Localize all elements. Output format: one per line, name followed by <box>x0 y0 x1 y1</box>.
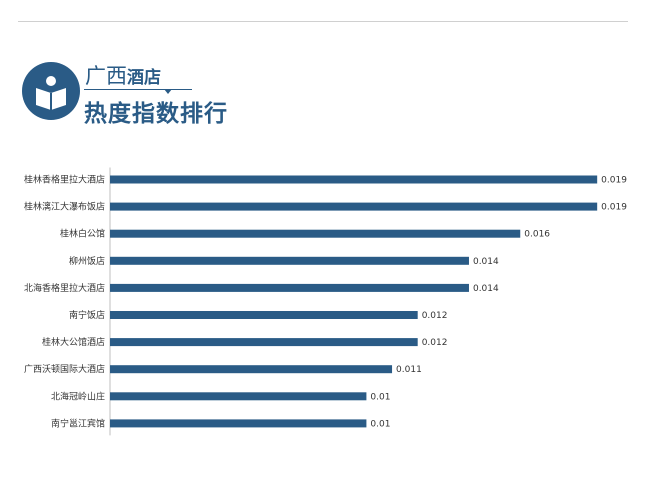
category-label: 北海香格里拉大酒店 <box>24 282 105 294</box>
category-label: 南宁邕江宾馆 <box>51 417 105 429</box>
page-title: 热度指数排行 <box>84 101 228 127</box>
category-label: 北海冠岭山庄 <box>51 390 105 402</box>
top-divider <box>18 21 628 22</box>
bar <box>110 202 598 211</box>
bar <box>110 175 598 184</box>
bar <box>110 419 367 428</box>
category-label: 桂林白公馆 <box>60 228 105 240</box>
bar <box>110 392 367 401</box>
bar <box>110 365 393 374</box>
bar <box>110 229 521 238</box>
bar <box>110 338 418 347</box>
category-label: 桂林大公馆酒店 <box>42 336 105 348</box>
category-label: 柳州饭店 <box>69 255 105 267</box>
value-label: 0.011 <box>396 365 422 375</box>
title-part2: 酒店 <box>127 68 161 88</box>
value-label: 0.019 <box>601 203 627 213</box>
category-label: 广西沃顿国际大酒店 <box>24 363 105 375</box>
bar <box>110 256 469 265</box>
title-divider <box>84 89 192 90</box>
value-label: 0.019 <box>601 176 627 186</box>
bar <box>110 311 418 319</box>
value-label: 0.01 <box>370 392 390 402</box>
book-reading-icon <box>22 62 80 120</box>
bar <box>110 283 469 292</box>
header: 广西酒店 热度指数排行 <box>0 0 650 150</box>
value-label: 0.012 <box>422 311 448 321</box>
category-label: 桂林漓江大瀑布饭店 <box>24 201 105 213</box>
value-label: 0.012 <box>422 338 448 348</box>
value-label: 0.014 <box>473 284 499 294</box>
category-label: 桂林香格里拉大酒店 <box>24 174 105 186</box>
page-title-top: 广西酒店 <box>85 60 161 90</box>
value-label: 0.01 <box>370 419 390 429</box>
title-part1: 广西 <box>85 64 127 88</box>
value-label: 0.016 <box>524 230 550 240</box>
category-label: 南宁饭店 <box>69 309 105 321</box>
title-caret <box>164 89 172 94</box>
value-label: 0.014 <box>473 257 499 267</box>
